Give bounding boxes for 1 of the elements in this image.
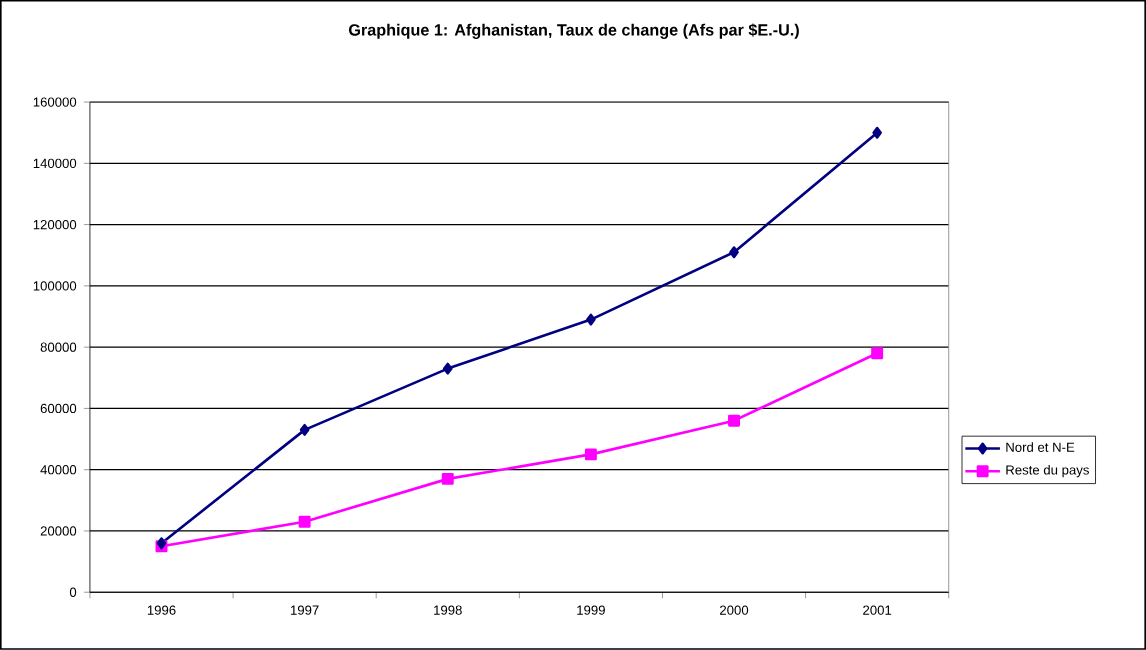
chart-title: Graphique 1: Afghanistan, Taux de change (Afs par $E.-U.) [349,23,799,40]
